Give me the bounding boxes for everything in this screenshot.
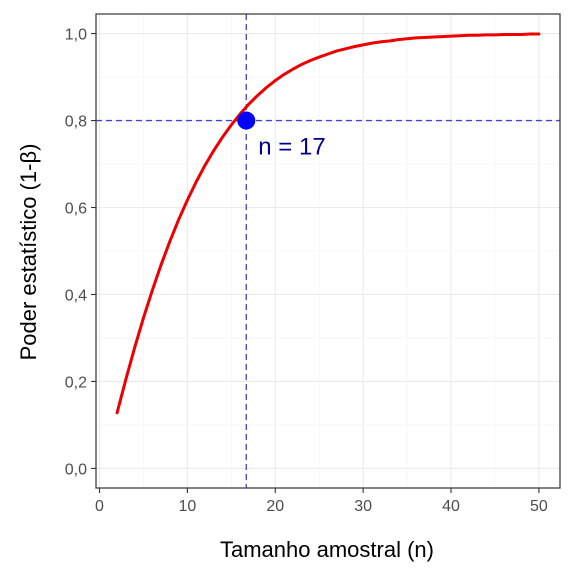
- x-tick-label: 50: [530, 498, 548, 515]
- y-tick-label: 0,2: [65, 374, 87, 391]
- reference-lines: [96, 14, 560, 488]
- y-axis-ticks: 0,0 0,2 0,4 0,6 0,8 1,0: [65, 27, 96, 478]
- y-tick-label: 0,0: [65, 461, 87, 478]
- panel-border: [95, 13, 561, 489]
- x-axis-title: Tamanho amostral (n): [220, 537, 434, 562]
- x-tick-label: 10: [178, 498, 196, 515]
- highlight-point-label: n = 17: [258, 134, 325, 161]
- grid-lines: [96, 14, 560, 488]
- series-layer: [115, 32, 541, 415]
- y-axis-title: Poder estatístico (1-β): [16, 144, 41, 361]
- x-tick-label: 30: [354, 498, 372, 515]
- y-tick-label: 0,8: [65, 114, 87, 131]
- y-tick-label: 1,0: [65, 27, 87, 44]
- y-tick-label: 0,6: [65, 201, 87, 218]
- highlight-layer: n = 17: [237, 111, 326, 161]
- x-tick-label: 0: [95, 498, 104, 515]
- power-curve-line: [115, 32, 541, 415]
- x-axis-ticks: 0 10 20 30 40 50: [95, 488, 548, 515]
- y-tick-label: 0,4: [65, 287, 87, 304]
- highlight-point: [237, 111, 256, 130]
- x-tick-label: 20: [266, 498, 284, 515]
- x-tick-label: 40: [442, 498, 460, 515]
